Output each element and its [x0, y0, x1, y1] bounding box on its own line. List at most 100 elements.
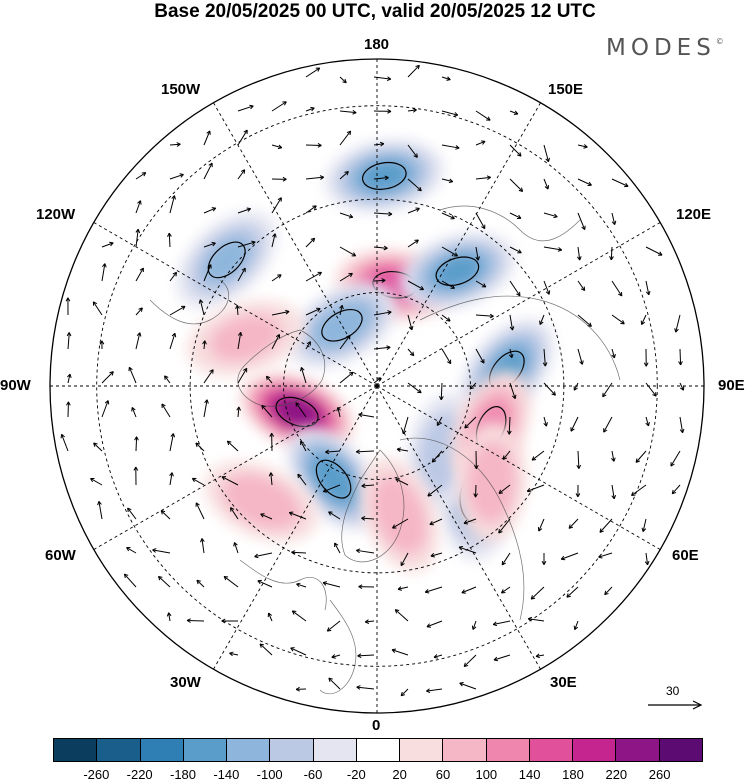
colorbar-segment: [226, 739, 270, 761]
wind-arrow: [531, 450, 545, 461]
wind-arrow: [441, 348, 452, 365]
meridian-line: [376, 385, 541, 670]
lon-label-90w: 90W: [0, 377, 31, 394]
wind-arrow: [407, 178, 422, 192]
wind-arrow: [233, 542, 239, 554]
wind-arrow: [169, 173, 184, 180]
wind-arrow: [191, 477, 205, 486]
colorbar-segment: [182, 739, 227, 761]
wind-arrow: [237, 104, 254, 112]
wind-arrow: [436, 416, 443, 426]
wind-arrow: [475, 140, 486, 146]
wind-arrow: [161, 403, 171, 418]
wind-arrow: [537, 518, 545, 532]
wind-arrow: [271, 101, 287, 112]
wind-arrow: [169, 271, 178, 282]
wind-arrow: [267, 612, 273, 622]
wind-arrow: [373, 108, 392, 114]
wind-arrow: [429, 518, 443, 526]
wind-arrow: [611, 212, 617, 226]
wind-arrow: [92, 301, 103, 316]
wind-arrow: [458, 546, 477, 554]
wind-arrow: [355, 449, 375, 455]
colorbar-tick-label: -60: [303, 767, 323, 782]
wind-arrow: [133, 466, 139, 486]
wind-arrow: [271, 144, 283, 150]
wind-arrow: [493, 654, 511, 662]
wind-arrow: [577, 212, 586, 231]
wind-arrow: [373, 141, 385, 147]
wind-arrow: [543, 246, 563, 252]
colorbar-segment: [355, 739, 400, 761]
wind-arrow: [439, 382, 444, 401]
wind-arrow: [160, 510, 171, 520]
wind-arrow: [339, 304, 344, 316]
wind-arrow: [394, 609, 409, 622]
wind-arrow: [645, 280, 651, 296]
wind-arrow: [358, 584, 375, 590]
wind-arrow: [223, 575, 239, 588]
wind-arrow: [509, 110, 519, 116]
colorbar-segment: [615, 739, 659, 761]
wind-arrow: [203, 162, 213, 180]
wind-arrow: [334, 542, 341, 554]
colorbar-segment: [399, 739, 443, 761]
wind-arrow: [237, 169, 246, 180]
colorbar-ticks: -260 -220 -180 -140 -100 -60 -20 20 60 100 140 180 2…: [0, 767, 750, 783]
wind-arrow: [135, 228, 141, 248]
colorbar-tick-label: 140: [518, 767, 541, 782]
wind-arrow: [157, 575, 171, 588]
wind-arrow: [535, 653, 545, 659]
wind-arrow: [641, 518, 647, 532]
wind-arrow: [260, 513, 273, 520]
wind-arrow: [631, 484, 647, 496]
contour-line: [361, 161, 407, 190]
wind-arrow: [473, 484, 479, 498]
wind-arrow: [475, 246, 480, 261]
wind-arrow: [237, 332, 243, 350]
wind-arrow: [261, 404, 273, 418]
wind-arrow: [407, 239, 419, 248]
wind-arrow: [463, 654, 477, 668]
map-disk: [50, 59, 704, 713]
wind-arrow: [645, 382, 657, 397]
wind-arrow: [573, 382, 579, 391]
wind-arrow: [509, 144, 522, 157]
wind-arrow: [269, 432, 275, 452]
wind-arrow: [400, 688, 409, 697]
colorbar-tick-label: -180: [169, 767, 197, 782]
wind-arrow: [611, 280, 623, 297]
colorbar-tick-label: -100: [256, 767, 283, 782]
wind-arrow: [221, 476, 239, 486]
lon-label-180: 180: [364, 36, 390, 53]
wind-arrow: [643, 348, 649, 367]
wind-arrow: [645, 246, 663, 256]
colorbar-segment: [139, 739, 183, 761]
meridian-line: [213, 102, 378, 387]
wind-arrow: [498, 484, 511, 494]
wind-arrow: [65, 401, 71, 418]
wind-arrow: [501, 552, 511, 566]
lon-label-150w: 150W: [161, 81, 201, 98]
wind-arrow: [322, 581, 341, 588]
colorbar-segment: [96, 739, 140, 761]
wind-arrow: [152, 548, 171, 554]
wind-arrow: [433, 654, 443, 659]
wind-arrow: [203, 241, 216, 248]
wind-arrow: [575, 484, 581, 498]
wind-arrow: [290, 647, 307, 656]
colorbar-segment: [54, 739, 97, 761]
reference-vector-arrow: [648, 700, 703, 710]
wind-arrow: [464, 416, 477, 429]
colorbar-segment: [658, 739, 702, 761]
wind-arrow: [492, 620, 511, 627]
wind-arrow: [356, 548, 375, 554]
wind-arrow: [407, 207, 420, 214]
wind-arrow: [441, 110, 459, 117]
wind-arrow: [229, 651, 239, 657]
contour-line: [435, 256, 480, 286]
wind-arrow: [169, 195, 176, 214]
wind-arrow: [509, 246, 522, 254]
wind-arrow: [573, 620, 579, 631]
